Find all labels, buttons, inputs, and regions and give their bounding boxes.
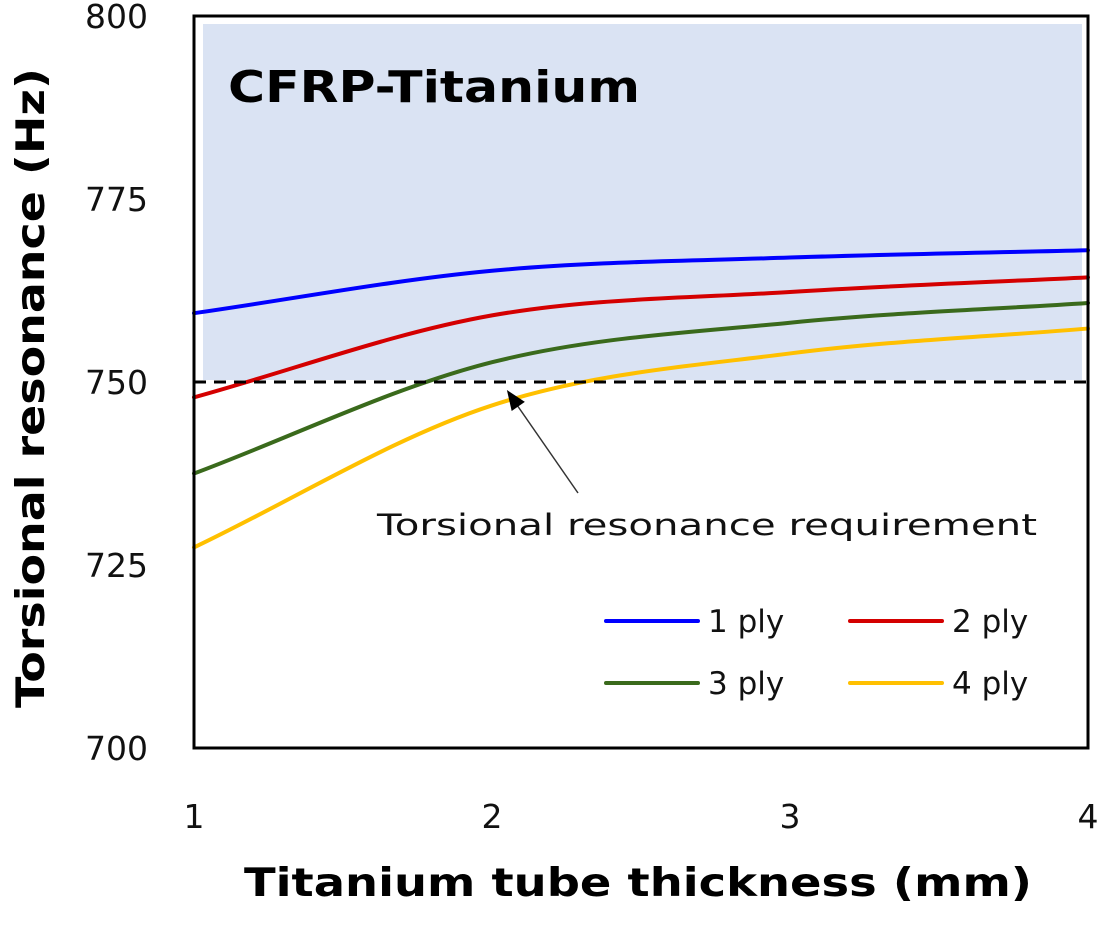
legend: 1 ply 2 ply 3 ply 4 ply bbox=[604, 604, 1028, 702]
series-line-3-ply bbox=[192, 300, 1090, 476]
y-tick-label: 775 bbox=[85, 180, 148, 219]
x-axis-title: Titanium tube thickness (mm) bbox=[244, 861, 1032, 906]
series-line-1-ply bbox=[192, 248, 1090, 316]
legend-label: 4 ply bbox=[952, 666, 1028, 702]
panel-title: CFRP-Titanium bbox=[228, 62, 640, 113]
legend-item: 4 ply bbox=[848, 666, 1028, 702]
y-tick-label: 700 bbox=[85, 729, 148, 768]
annotation-arrow bbox=[514, 401, 579, 494]
legend-label: 1 ply bbox=[708, 604, 784, 640]
x-tick-label: 1 bbox=[184, 797, 205, 836]
x-tick-labels: 1 2 3 4 bbox=[184, 797, 1099, 836]
y-tick-labels: 700 725 750 775 800 bbox=[85, 0, 148, 768]
legend-item: 2 ply bbox=[848, 604, 1028, 640]
y-tick-label: 750 bbox=[85, 363, 148, 402]
y-tick-label: 800 bbox=[85, 0, 148, 36]
series-layer bbox=[192, 248, 1090, 550]
x-tick-label: 2 bbox=[482, 797, 503, 836]
y-axis-title: Torsional resonance (Hz) bbox=[9, 68, 54, 708]
legend-item: 1 ply bbox=[604, 604, 784, 640]
y-tick-label: 725 bbox=[85, 546, 148, 585]
legend-item: 3 ply bbox=[604, 666, 784, 702]
annotation-arrowhead-icon bbox=[506, 390, 525, 412]
series-line-2-ply bbox=[192, 275, 1090, 400]
plot-frame bbox=[192, 14, 1090, 750]
x-tick-label: 3 bbox=[780, 797, 801, 836]
series-line-4-ply bbox=[192, 326, 1090, 550]
legend-label: 2 ply bbox=[952, 604, 1028, 640]
annotation-text: Torsional resonance requirement bbox=[376, 508, 1037, 542]
requirement-shaded-region bbox=[203, 24, 1082, 380]
x-tick-label: 4 bbox=[1078, 797, 1099, 836]
legend-label: 3 ply bbox=[708, 666, 784, 702]
